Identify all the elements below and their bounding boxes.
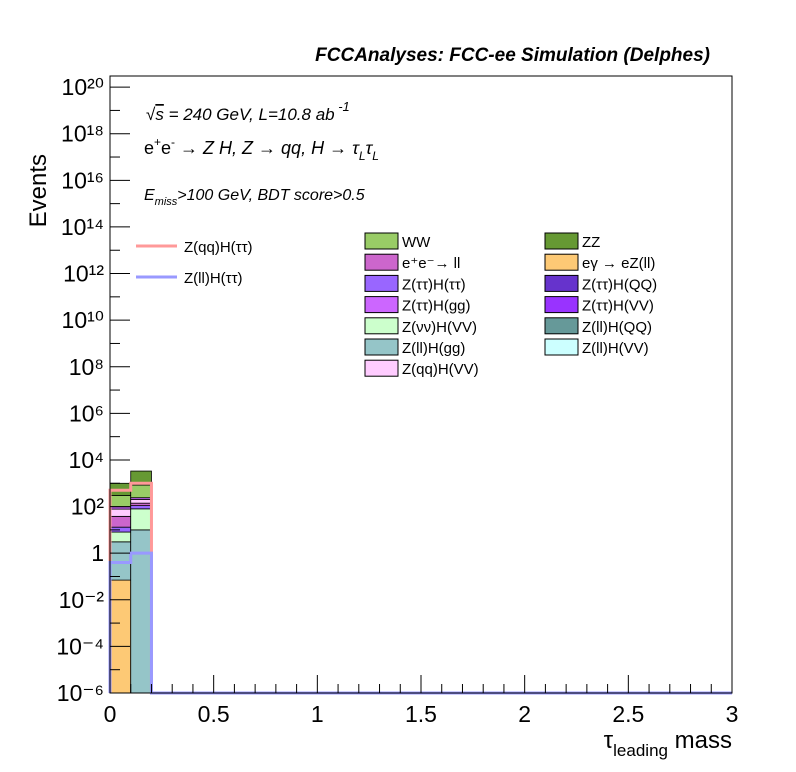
legend-label-7: Z(ττ)H(VV)	[582, 298, 654, 315]
proc-e1: e	[144, 138, 154, 158]
signal-line-1	[108, 551, 732, 695]
xlabel-mass: mass	[668, 727, 732, 754]
legend-swatch-6	[364, 296, 399, 314]
signal-line-0	[108, 481, 732, 695]
legend-label-0: WW	[402, 234, 431, 251]
legend-swatch-11	[544, 338, 579, 356]
bar-bin1-series8	[130, 470, 152, 486]
x-tick-label-1: 0.5	[198, 701, 230, 727]
legend-label-12: Z(qq)H(VV)	[402, 361, 479, 378]
y-tick-label-0: 10⁻⁶	[57, 680, 104, 706]
lumi-exponent: -1	[335, 99, 350, 114]
x-tick-label-2: 1	[311, 701, 324, 727]
legend-swatch-5	[544, 274, 579, 292]
legend-label-10: Z(ll)H(gg)	[402, 340, 465, 357]
y-tick-label-4: 10²	[71, 494, 105, 520]
legend-line-label-0: Z(qq)H(ττ)	[184, 239, 253, 256]
bar-bin0-series0	[109, 579, 132, 694]
proc-sub-L2: L	[372, 149, 379, 163]
proc-minus: -	[171, 135, 175, 149]
legend-swatch-0	[364, 232, 399, 250]
x-tick-label-6: 3	[726, 701, 739, 727]
annotation-energy-lumi: √s = 240 GeV, L=10.8 ab -1	[146, 99, 350, 124]
annotation-block: √s = 240 GeV, L=10.8 ab -1 e+e- → Z H, Z…	[144, 99, 379, 208]
legend-swatch-8	[364, 317, 399, 335]
proc-sub-L1: L	[359, 149, 366, 163]
y-tick-label-9: 10¹²	[63, 261, 104, 287]
legend-label-3: eγ → eZ(ll)	[582, 255, 655, 272]
energy-lumi-text: = 240 GeV, L=10.8 ab	[164, 105, 335, 124]
sqrt-s: s	[155, 105, 164, 124]
legend-swatch-4	[364, 274, 399, 292]
xlabel-sub: leading	[613, 741, 668, 760]
y-tick-label-7: 10⁸	[69, 354, 104, 380]
legend-label-5: Z(ττ)H(QQ)	[582, 276, 657, 293]
legend-label-9: Z(ll)H(QQ)	[582, 319, 652, 336]
legend-label-4: Z(ττ)H(ττ)	[402, 276, 466, 293]
bar-bin1-series5	[130, 499, 152, 504]
y-tick-label-1: 10⁻⁴	[56, 633, 104, 659]
legend-swatch-1	[544, 232, 579, 250]
legend-label-2: e⁺e⁻→ ll	[402, 255, 460, 272]
annotation-process: e+e- → Z H, Z → qq, H → τLτL	[144, 135, 379, 163]
legend-swatch-3	[544, 253, 579, 271]
proc-tau2: τ	[366, 138, 374, 158]
legend-swatch-10	[364, 338, 399, 356]
y-tick-label-6: 10⁶	[69, 400, 104, 426]
y-tick-label-8: 10¹⁰	[62, 307, 104, 333]
chart-header: FCCAnalyses: FCC-ee Simulation (Delphes)	[315, 45, 710, 66]
y-tick-label-11: 10¹⁶	[61, 167, 104, 193]
legend-swatch-9	[544, 317, 579, 335]
bar-bin1-series3	[130, 505, 152, 510]
y-tick-label-2: 10⁻²	[59, 587, 105, 613]
x-tick-label-3: 1.5	[405, 701, 437, 727]
bar-bin1-series7	[130, 484, 152, 499]
y-tick-label-10: 10¹⁴	[61, 214, 104, 240]
legend-swatch-12	[364, 359, 399, 377]
legend-label-1: ZZ	[582, 234, 600, 251]
bar-bin0-series4	[109, 515, 132, 528]
x-tick-label-0: 0	[104, 701, 117, 727]
sel-sub-miss: miss	[155, 196, 178, 208]
y-tick-label-12: 10¹⁸	[61, 121, 104, 147]
signal-lines	[108, 481, 732, 695]
x-axis-title: τleading mass	[604, 727, 732, 760]
sqrt-symbol: √	[146, 105, 156, 124]
stacked-bars	[109, 470, 152, 694]
legend-swatch-7	[544, 296, 579, 314]
legend-line-label-1: Z(ll)H(ττ)	[184, 270, 243, 287]
plot-frame	[109, 75, 733, 694]
bar-bin0-series5	[109, 508, 132, 517]
proc-e2: e	[161, 138, 171, 158]
bar-bin1-series2	[130, 508, 152, 531]
y-tick-label-5: 10⁴	[69, 447, 104, 473]
legend-swatch-2	[364, 253, 399, 271]
legend-label-11: Z(ll)H(VV)	[582, 340, 649, 357]
y-axis-title: Events	[25, 154, 52, 227]
xlabel-tau: τ	[604, 727, 614, 754]
annotation-selection: Emiss>100 GeV, BDT score>0.5	[144, 187, 365, 208]
proc-plus: +	[154, 135, 161, 149]
legend-label-8: Z(νν)H(VV)	[402, 319, 477, 336]
bar-bin0-series7	[109, 495, 132, 508]
sel-E: E	[144, 187, 155, 204]
legend-label-6: Z(ττ)H(gg)	[402, 298, 471, 315]
bar-bin0-series2	[109, 531, 132, 543]
y-tick-label-13: 10²⁰	[62, 74, 104, 100]
legend: Z(qq)H(ττ) Z(ll)H(ττ) WW ZZ e⁺e⁻→ ll eγ → eZ(…	[136, 232, 657, 378]
x-tick-label-5: 2.5	[612, 701, 644, 727]
proc-main: → Z H, Z → qq, H → τ	[175, 138, 360, 158]
sel-rest: >100 GeV, BDT score>0.5	[177, 187, 364, 204]
x-tick-label-4: 2	[518, 701, 531, 727]
y-tick-label-3: 1	[91, 540, 104, 566]
axes: 0 0.5 1 1.5 2 2.5 3 10⁻⁶ 10⁻⁴ 10⁻² 1 10² 10⁴ 10⁶ 10⁸ 10…	[56, 74, 738, 727]
